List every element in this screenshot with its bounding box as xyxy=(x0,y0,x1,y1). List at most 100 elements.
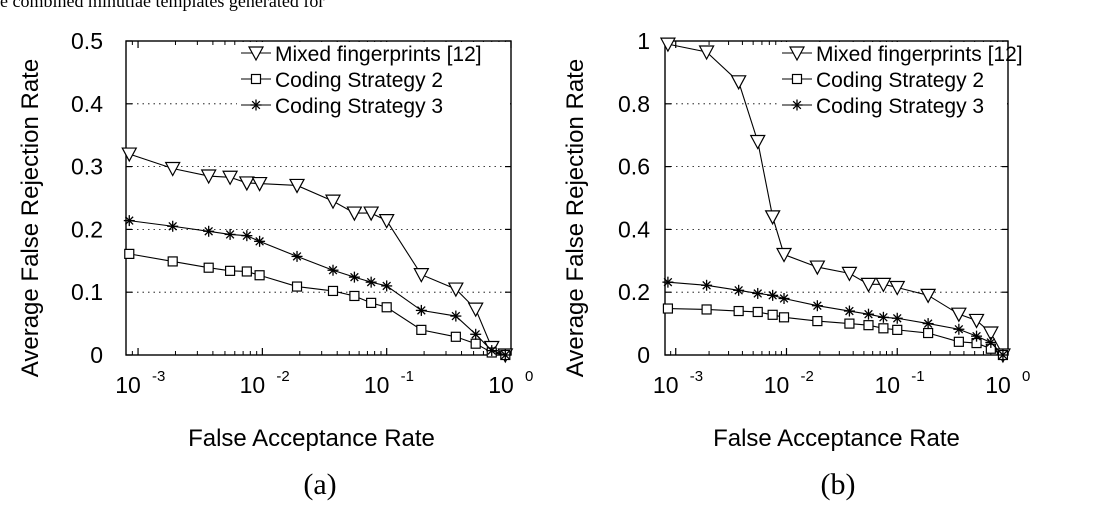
y-tick-label: 1 xyxy=(637,28,650,54)
data-point xyxy=(953,336,964,347)
legend-label: Mixed fingerprints [12] xyxy=(275,43,482,66)
series-line xyxy=(129,153,506,356)
legend-marker xyxy=(791,73,803,85)
y-tick-label: 0 xyxy=(637,342,650,368)
data-point xyxy=(812,315,823,327)
data-point xyxy=(123,215,135,227)
data-point xyxy=(892,324,903,335)
data-point xyxy=(701,304,712,315)
data-point xyxy=(776,247,793,263)
data-point xyxy=(327,285,339,297)
data-point xyxy=(222,170,239,186)
data-point xyxy=(662,303,674,314)
x-axis-label: False Acceptance Rate xyxy=(713,425,960,452)
series-line xyxy=(667,281,1004,356)
data-point xyxy=(659,37,676,53)
data-point xyxy=(324,194,342,210)
data-point xyxy=(733,284,745,296)
series-star xyxy=(662,276,1009,361)
y-axis-label: Average False Rejection Rate xyxy=(17,59,44,377)
data-point xyxy=(971,330,983,342)
data-point xyxy=(878,323,889,334)
data-point xyxy=(843,305,855,317)
y-tick-label: 0.1 xyxy=(71,279,103,305)
data-point xyxy=(238,176,255,192)
legend-marker xyxy=(791,99,803,111)
data-point xyxy=(447,282,464,298)
x-tick-exponent: -3 xyxy=(152,368,165,385)
plot-frame xyxy=(664,40,1009,356)
data-point xyxy=(767,309,778,320)
data-point xyxy=(778,292,790,304)
data-point xyxy=(251,176,268,192)
data-point xyxy=(767,289,779,301)
data-point xyxy=(749,134,766,150)
legend-background xyxy=(237,42,510,124)
x-tick-label: 10 xyxy=(874,372,900,398)
y-tick-label: 0.2 xyxy=(71,216,103,242)
x-tick-label: 10 xyxy=(653,372,679,398)
data-point xyxy=(203,262,214,273)
series-line xyxy=(129,220,506,356)
data-point xyxy=(877,311,889,323)
data-point xyxy=(968,313,985,329)
data-point xyxy=(701,279,713,291)
series-triangle-down xyxy=(121,147,514,364)
x-tick-label: 10 xyxy=(240,372,266,398)
x-tick-exponent: -1 xyxy=(401,368,414,385)
x-tick-label: 10 xyxy=(764,372,790,398)
data-point xyxy=(327,264,339,276)
data-point xyxy=(241,230,253,242)
data-point xyxy=(891,312,903,324)
x-tick-label: 10 xyxy=(364,372,390,398)
data-point xyxy=(920,288,937,304)
data-point xyxy=(366,297,377,308)
clipped-caption: e combined minutiae templates generated … xyxy=(0,0,330,11)
x-tick-exponent: 0 xyxy=(525,368,533,385)
data-point xyxy=(875,277,892,293)
x-tick-label: 10 xyxy=(985,372,1011,398)
legend: Mixed fingerprints [12] Coding Strategy 2… xyxy=(778,42,1023,124)
y-tick-label: 0.6 xyxy=(618,154,650,180)
data-point xyxy=(167,220,179,232)
data-point xyxy=(467,302,484,318)
x-tick-label: 10 xyxy=(488,372,514,398)
legend-marker xyxy=(250,99,262,111)
y-axis-label: Average False Rejection Rate xyxy=(562,59,589,377)
data-point xyxy=(289,178,306,194)
data-point xyxy=(486,345,498,357)
data-point xyxy=(291,281,303,292)
legend: Mixed fingerprints [12] Coding Strategy 2… xyxy=(237,42,510,124)
data-point xyxy=(662,276,674,288)
data-point xyxy=(764,210,781,226)
x-tick-exponent: -2 xyxy=(800,368,813,385)
series-square xyxy=(124,248,511,361)
data-point xyxy=(415,304,427,316)
data-point xyxy=(811,300,823,312)
data-point xyxy=(922,318,934,330)
data-point xyxy=(224,228,236,240)
y-tick-label: 0.3 xyxy=(71,154,103,180)
data-point xyxy=(241,266,252,277)
legend-label: Coding Strategy 2 xyxy=(275,69,443,92)
data-point xyxy=(809,260,826,276)
data-point xyxy=(254,235,266,247)
data-point xyxy=(164,161,181,177)
series-line xyxy=(129,253,506,356)
data-point xyxy=(862,308,874,320)
x-axis-label: False Acceptance Rate xyxy=(188,425,435,452)
y-tick-label: 0.4 xyxy=(71,91,103,117)
panel-caption: (a) xyxy=(303,468,336,501)
data-point xyxy=(985,336,997,348)
data-point xyxy=(203,225,215,237)
data-point xyxy=(124,248,135,259)
legend-label: Coding Strategy 3 xyxy=(275,95,443,118)
data-point xyxy=(413,268,430,283)
data-point xyxy=(378,214,395,229)
legend-marker xyxy=(250,73,262,85)
y-tick-label: 0.8 xyxy=(618,91,650,117)
data-point xyxy=(363,206,380,222)
data-point xyxy=(997,349,1009,361)
x-tick-exponent: 0 xyxy=(1022,368,1030,385)
